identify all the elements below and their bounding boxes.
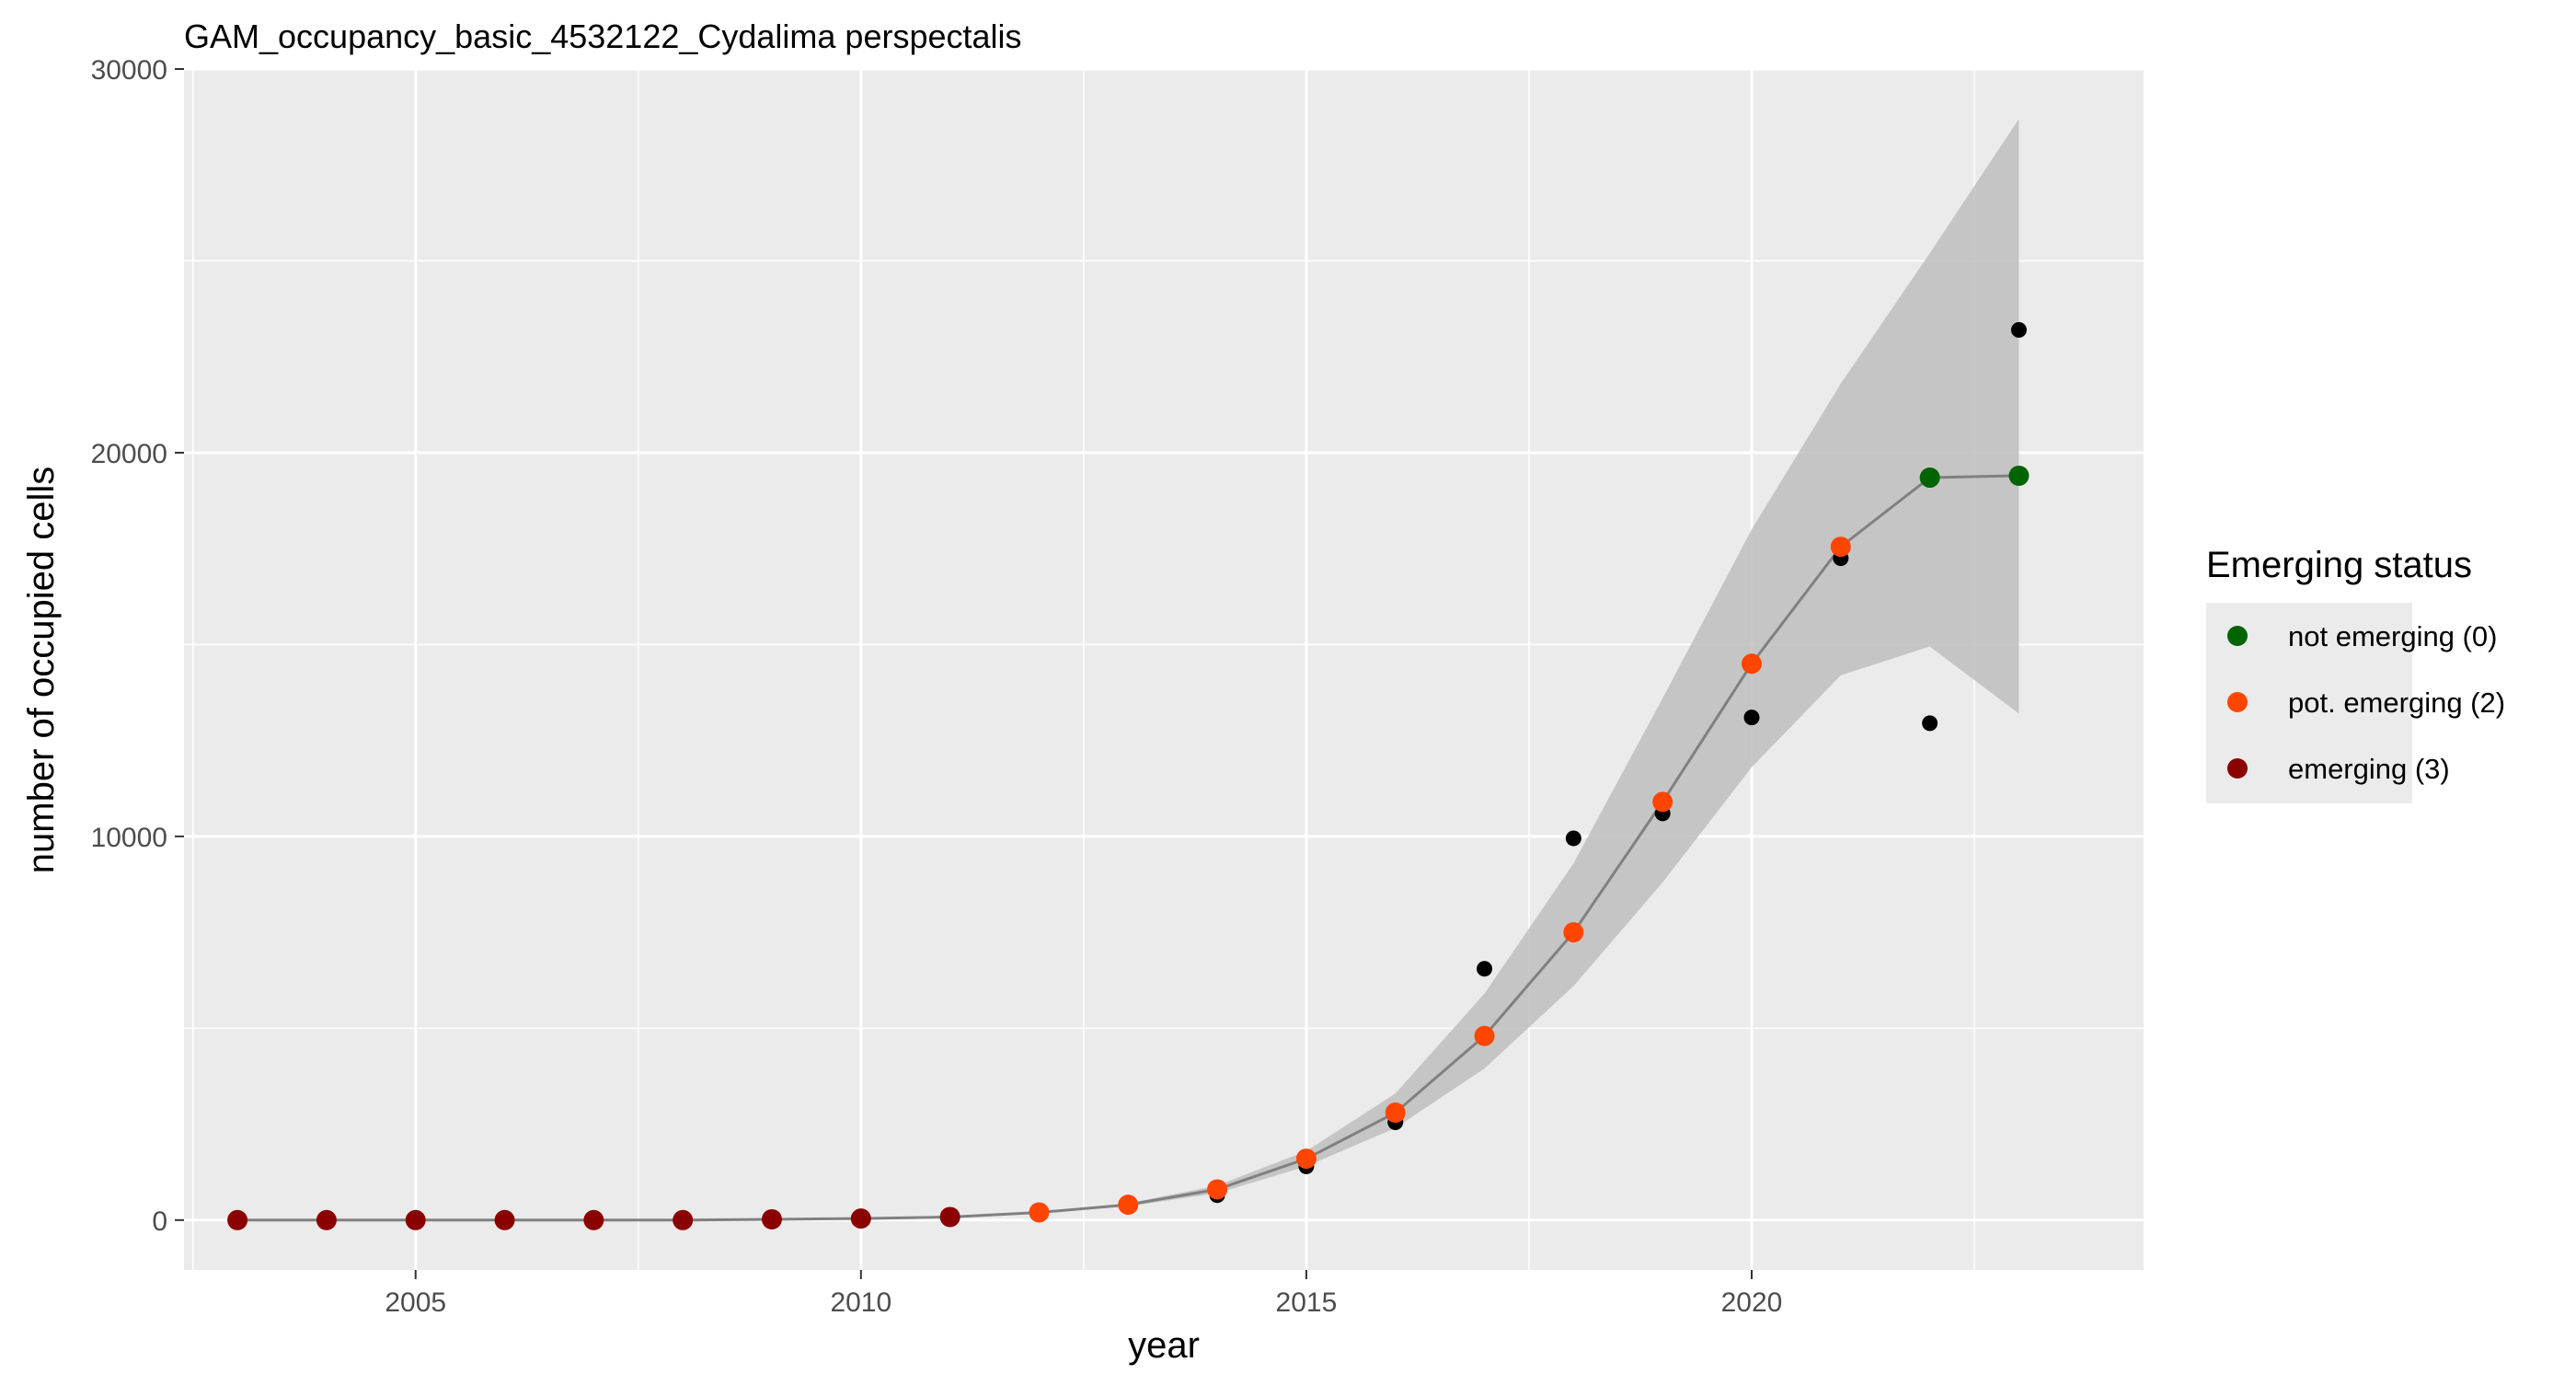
- observed-point: [1743, 710, 1760, 726]
- y-tick-label: 20000: [91, 439, 167, 469]
- fitted-point: [316, 1209, 337, 1230]
- chart-title: GAM_occupancy_basic_4532122_Cydalima per…: [184, 17, 1022, 55]
- observed-point: [1565, 830, 1581, 847]
- confidence-ribbon: [237, 119, 2019, 1220]
- y-axis-title: number of occupied cells: [21, 467, 62, 873]
- fitted-point: [1207, 1179, 1228, 1200]
- fitted-point: [1118, 1195, 1139, 1216]
- observed-point: [1922, 715, 1938, 732]
- fitted-point: [1295, 1148, 1317, 1170]
- fitted-point: [1029, 1202, 1050, 1223]
- y-tick-label: 0: [152, 1206, 167, 1237]
- fitted-point: [1652, 791, 1673, 813]
- x-tick-label: 2010: [830, 1287, 891, 1318]
- fitted-point: [1830, 537, 1851, 558]
- legend-title: Emerging status: [2206, 545, 2472, 585]
- legend-label: pot. emerging (2): [2288, 687, 2505, 719]
- fitted-points: [227, 465, 2030, 1230]
- legend-key: [2227, 758, 2248, 779]
- legend: Emerging status not emerging (0) pot. eme…: [2206, 545, 2505, 803]
- legend-key: [2227, 692, 2248, 712]
- fitted-point: [850, 1208, 871, 1229]
- x-tick-label: 2020: [1721, 1287, 1783, 1318]
- legend-label: not emerging (0): [2288, 620, 2497, 652]
- x-tick-label: 2015: [1276, 1287, 1338, 1318]
- fitted-point: [1919, 467, 1940, 489]
- fitted-point: [1474, 1025, 1495, 1046]
- confidence-band: [237, 119, 2019, 1220]
- fitted-point: [583, 1209, 604, 1230]
- x-axis-title: year: [1128, 1325, 1200, 1366]
- fitted-point: [1742, 653, 1762, 675]
- observed-point: [1477, 961, 1493, 977]
- fitted-point: [405, 1209, 426, 1230]
- fitted-point: [494, 1209, 515, 1230]
- fitted-point: [227, 1209, 248, 1230]
- y-tick-label: 30000: [91, 55, 167, 86]
- x-tick-label: 2005: [385, 1287, 446, 1318]
- legend-key: [2227, 626, 2248, 646]
- fitted-point: [673, 1209, 694, 1230]
- fitted-point: [939, 1206, 960, 1228]
- fitted-point: [1563, 922, 1584, 943]
- fitted-point: [2008, 465, 2030, 486]
- legend-label: emerging (3): [2288, 753, 2450, 785]
- y-tick-label: 10000: [91, 823, 167, 853]
- fitted-point: [762, 1208, 782, 1229]
- observed-point: [2010, 322, 2027, 339]
- axes: 2005 2010 2015 2020 0 10000 20000 30000: [91, 55, 1783, 1318]
- legend-entries: not emerging (0) pot. emerging (2) emergin…: [2227, 620, 2505, 785]
- fitted-point: [1385, 1102, 1406, 1124]
